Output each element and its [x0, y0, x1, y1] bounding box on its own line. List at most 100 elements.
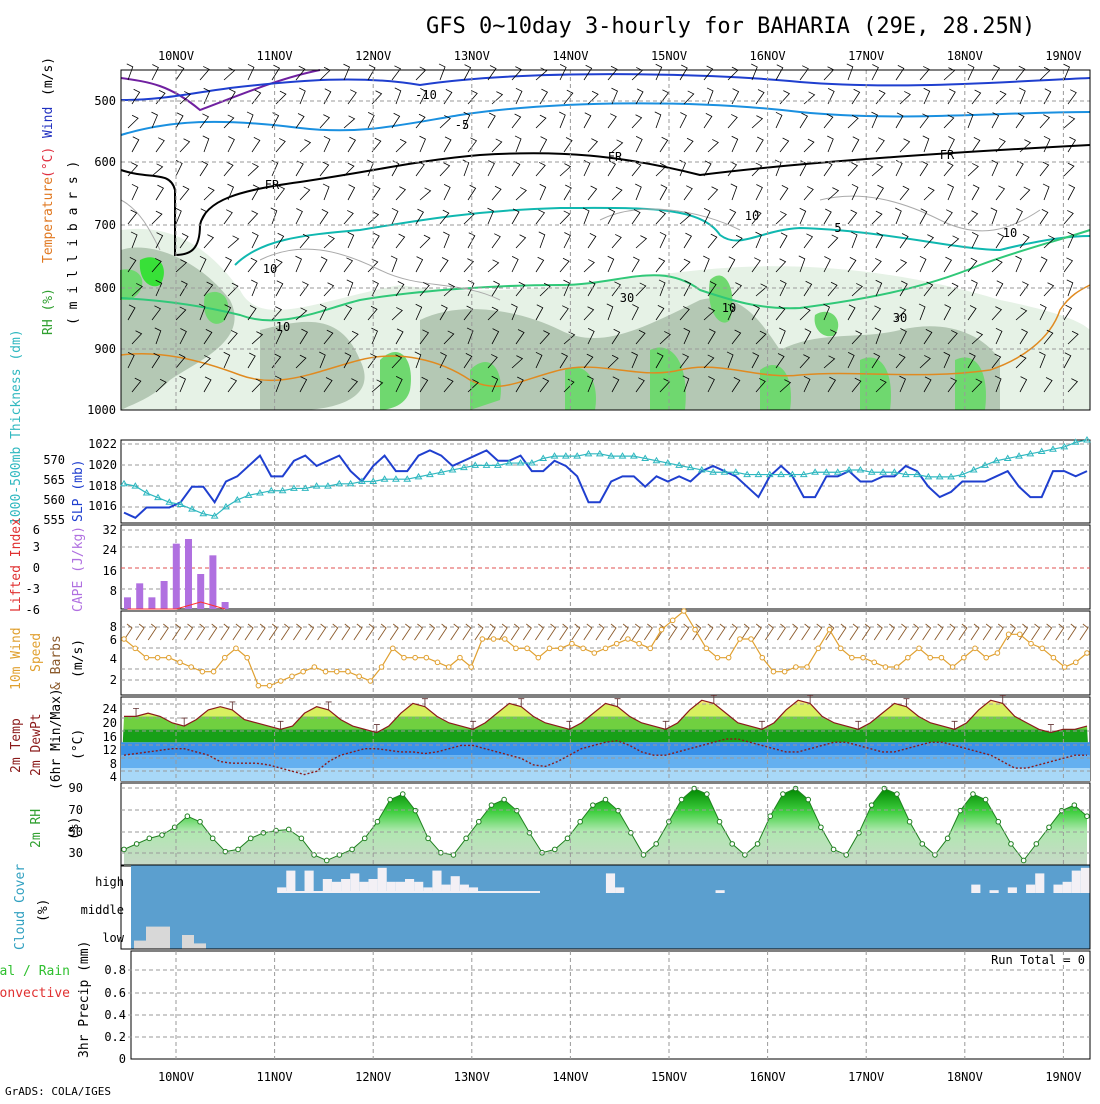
upper-wind-barb [131, 136, 140, 153]
upper-wind-barb [1015, 113, 1025, 129]
temp-minmax-bar [855, 720, 862, 730]
upper-wind-barb [847, 257, 857, 273]
upper-wind-barb [875, 279, 883, 297]
slp-lines [120, 436, 1091, 519]
rh2m-point [133, 841, 140, 847]
upper-wind-barb [319, 256, 328, 273]
top-date-label: 13NOV [454, 49, 490, 63]
upper-wind-barb [683, 232, 692, 249]
upper-wind-barb [295, 255, 302, 273]
upper-wind-barb [151, 163, 164, 177]
wind10-barb [208, 623, 218, 641]
upper-wind-barb [995, 138, 1006, 153]
upper-wind-barb [995, 327, 1003, 345]
upper-wind-barb [538, 231, 546, 249]
axis-tick-label: 3 [33, 540, 40, 554]
upper-wind-barb [179, 138, 191, 153]
wind10-barb [474, 623, 484, 641]
upper-wind-barb [707, 139, 719, 153]
upper-wind-barb [899, 233, 909, 249]
upper-wind-barb [295, 65, 306, 81]
temp-minmax-bar [758, 720, 765, 730]
upper-wind-barb [1067, 378, 1079, 393]
upper-wind-barb [199, 160, 209, 177]
axis-tick-label: 70 [69, 803, 83, 817]
rh-region-green [860, 357, 891, 410]
upper-wind-barb [730, 183, 738, 201]
rh2m-point [856, 830, 862, 836]
upper-wind-barb [875, 184, 884, 201]
upper-wind-barb [179, 328, 187, 345]
cape-bars [124, 539, 229, 610]
bottom-date-label: 14NOV [552, 1070, 588, 1084]
wind10-label-2: Speed [29, 633, 44, 672]
upper-wind-barb [563, 89, 574, 105]
upper-wind-barb [919, 160, 929, 177]
rh2m-point [285, 826, 292, 833]
upper-wind-barb [127, 352, 135, 369]
cloud-high-bar [432, 870, 442, 893]
cloud-high-bar [1035, 873, 1045, 893]
temp-minmax-bar [807, 695, 814, 704]
upper-air-panel: -10 -5 FR FR FR 5 10 10 10 30 30 10 10 500 600 700 800 9… [41, 57, 1091, 417]
upper-wind-barb [1067, 136, 1076, 153]
upper-wind-barb [367, 64, 376, 81]
wind10-barb [123, 623, 133, 641]
wind10-speed-point [938, 654, 945, 661]
wind10-barb [196, 623, 206, 641]
temp-colorband [121, 755, 1090, 769]
upper-wind-barb [131, 330, 143, 345]
rh2m-point [514, 807, 520, 814]
upper-wind-barb [943, 161, 954, 177]
upper-wind-barb [871, 163, 884, 177]
axis-tick-label: 8 [110, 584, 117, 598]
temp-minmax-bar [903, 698, 910, 707]
temp-label-4: (°C) [71, 729, 86, 760]
thickness-marker [414, 472, 423, 480]
wind10-barb [498, 623, 508, 641]
upper-wind-barb [463, 353, 473, 369]
upper-wind-barb [583, 306, 595, 321]
thickness-marker [516, 459, 525, 466]
upper-wind-barb [971, 184, 980, 201]
upper-wind-barb [779, 379, 792, 393]
upper-wind-barb [631, 351, 638, 369]
rh2m-axis: 30 50 70 90 [69, 781, 83, 860]
contour-label: 30 [620, 291, 634, 305]
upper-wind-barb [151, 352, 161, 369]
upper-wind-barb [419, 282, 430, 297]
thickness-marker [981, 461, 989, 468]
rh-region-green [955, 357, 986, 410]
thickness-marker [358, 477, 366, 484]
wind10-barb [982, 623, 992, 641]
upper-wind-barb [539, 330, 551, 345]
upper-wind-barb [659, 89, 670, 105]
upper-wind-barb [1039, 256, 1048, 273]
rh2m-point [209, 835, 216, 842]
upper-wind-barb [390, 255, 398, 273]
wind10-barb [958, 623, 968, 641]
upper-wind-barb [991, 64, 1000, 81]
wind10-speed-point [793, 664, 799, 670]
upper-wind-barb [151, 258, 162, 273]
wind10-barb [329, 623, 339, 641]
upper-wind-barb [827, 135, 834, 153]
cloud-high-bar [1080, 867, 1090, 893]
cloud-panel: high middle low Cloud Cover (%) [13, 864, 1091, 950]
axis-tick-label: 24 [103, 543, 117, 557]
upper-wind-barb [679, 112, 687, 129]
cloud-high-bar [386, 881, 396, 893]
rh2m-point [982, 796, 989, 803]
upper-wind-barb [1043, 377, 1053, 393]
wind10-barb [607, 623, 617, 641]
cloud-high-bar [1071, 870, 1081, 893]
thickness-marker [913, 470, 921, 478]
upper-wind-barb [947, 183, 954, 201]
thickness-marker [482, 461, 491, 468]
rh2m-point [957, 807, 964, 814]
upper-wind-barb [947, 377, 958, 393]
upper-wind-barb [851, 88, 861, 105]
upper-wind-barb [295, 113, 305, 129]
upper-wind-barb [827, 329, 837, 345]
